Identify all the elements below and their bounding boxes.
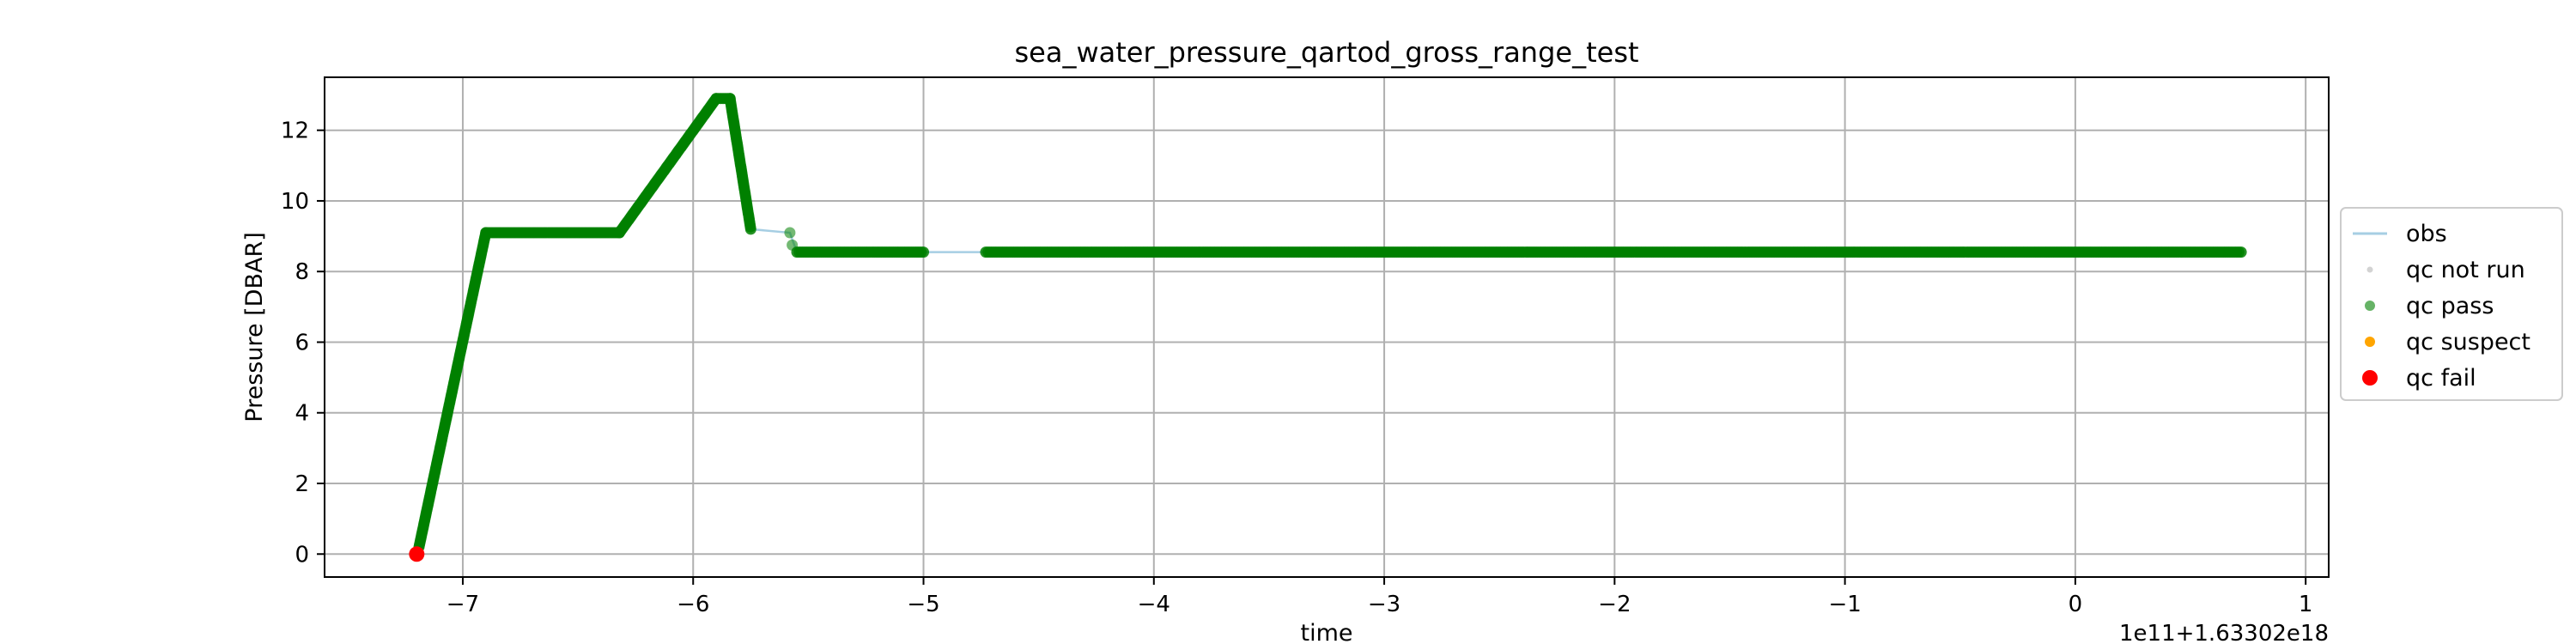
legend: obs qc not run qc pass qc suspect qc fail [2340, 207, 2563, 401]
qc-marker [744, 223, 756, 235]
x-tick-label: −2 [1598, 592, 1631, 617]
y-tick-label: 8 [295, 259, 309, 285]
legend-label: qc pass [2406, 293, 2494, 319]
x-tick-label: 0 [2069, 592, 2083, 617]
y-tick-label: 2 [295, 471, 309, 497]
legend-frame [2340, 207, 2563, 401]
obs-series [416, 97, 2242, 555]
legend-swatch [2366, 266, 2373, 273]
grid [325, 77, 2329, 577]
x-tick-label: −3 [1368, 592, 1400, 617]
qc-marker [918, 246, 929, 258]
qc-marker [409, 546, 425, 562]
legend-label: qc not run [2406, 257, 2525, 283]
legend-label: obs [2406, 221, 2447, 247]
y-tick-label: 4 [295, 401, 309, 427]
x-tick-label: −4 [1138, 592, 1170, 617]
x-tick-label: −1 [1828, 592, 1861, 617]
x-tick-label: 1 [2299, 592, 2313, 617]
qc-marker [2235, 246, 2247, 258]
y-tick-label: 0 [295, 542, 309, 568]
y-tick-label: 12 [281, 118, 309, 144]
chart-title: sea_water_pressure_qartod_gross_range_te… [1014, 36, 1638, 69]
y-axis-label: Pressure [DBAR] [241, 232, 268, 422]
legend-label: qc suspect [2406, 329, 2530, 355]
y-tick-label: 6 [295, 330, 309, 355]
y-tick-label: 10 [281, 189, 309, 215]
x-axis-offset-label: 1e11+1.63302e18 [2119, 621, 2329, 644]
x-tick-label: −7 [447, 592, 479, 617]
x-axis-label: time [1300, 620, 1352, 644]
y-axis: 0 2 4 6 8 10 12 [281, 118, 325, 568]
x-axis: −7 −6 −5 −4 −3 −2 −1 0 1 [447, 577, 2313, 617]
x-tick-label: −6 [677, 592, 709, 617]
qc-marker [787, 239, 799, 251]
obs-line [416, 97, 2242, 555]
legend-swatch [2365, 337, 2375, 347]
legend-label: qc fail [2406, 365, 2476, 392]
x-tick-label: −5 [907, 592, 939, 617]
legend-swatch [2362, 370, 2378, 386]
qc-marker [784, 227, 796, 239]
plot-frame [324, 76, 2330, 578]
legend-swatch [2365, 301, 2375, 311]
marker-layer [409, 93, 2247, 562]
